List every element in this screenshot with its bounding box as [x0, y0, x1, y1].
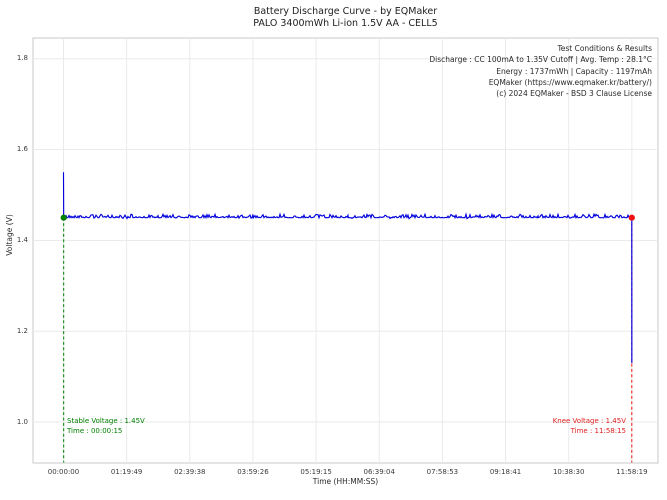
plot-frame — [32, 37, 659, 464]
info-line: Energy : 1737mWh | Capacity : 1197mAh — [496, 66, 652, 76]
y-tick-label: 1.2 — [16, 326, 28, 335]
x-tick-label: 11:58:19 — [616, 468, 648, 476]
x-tick-label: 00:00:00 — [47, 468, 80, 476]
chart-title: Battery Discharge Curve - by EQMaker — [253, 6, 438, 17]
knee-point-marker — [628, 214, 635, 221]
stable-point-marker — [60, 214, 67, 221]
info-line: (c) 2024 EQMaker - BSD 3 Clause License — [496, 89, 652, 99]
test-conditions-box: Test Conditions & Results Discharge : CC… — [429, 43, 652, 99]
y-tick-label: 1.0 — [16, 417, 28, 426]
x-tick-label: 02:39:38 — [174, 468, 206, 476]
chart-header: Battery Discharge Curve - by EQMaker PAL… — [33, 6, 658, 30]
x-tick-label: 09:18:41 — [489, 468, 522, 476]
x-tick-label: 01:19:49 — [110, 468, 143, 476]
x-tick-label: 06:39:04 — [363, 468, 395, 476]
knee-annotation-line1: Knee Voltage : 1.45V — [552, 417, 626, 425]
y-tick-label: 1.4 — [16, 235, 28, 244]
y-tick-label: 1.8 — [16, 54, 28, 63]
x-tick-label: 10:38:30 — [552, 468, 585, 476]
stable-annotation-line1: Stable Voltage : 1.45V — [67, 417, 145, 425]
info-line: EQMaker (https://www.eqmaker.kr/battery/… — [488, 77, 652, 87]
knee-annotation: Knee Voltage : 1.45V Time : 11:58:15 — [553, 417, 626, 437]
voltage-line — [62, 172, 633, 363]
info-line: Test Conditions & Results — [557, 44, 652, 53]
knee-annotation-line2: Time : 11:58:15 — [570, 426, 626, 435]
chart-subtitle: PALO 3400mWh Li-ion 1.5V AA - CELL5 — [253, 18, 438, 29]
stable-annotation-line2: Time : 00:00:15 — [67, 426, 123, 435]
x-tick-label: 05:19:15 — [300, 468, 332, 476]
x-tick-label: 07:58:53 — [426, 468, 459, 476]
stable-annotation: Stable Voltage : 1.45V Time : 00:00:15 — [67, 417, 145, 437]
y-tick-label: 1.6 — [16, 145, 28, 154]
x-tick-label: 03:59:26 — [237, 468, 269, 476]
x-axis-label: Time (HH:MM:SS) — [312, 477, 379, 486]
info-line: Discharge : CC 100mA to 1.35V Cutoff | A… — [429, 55, 652, 65]
